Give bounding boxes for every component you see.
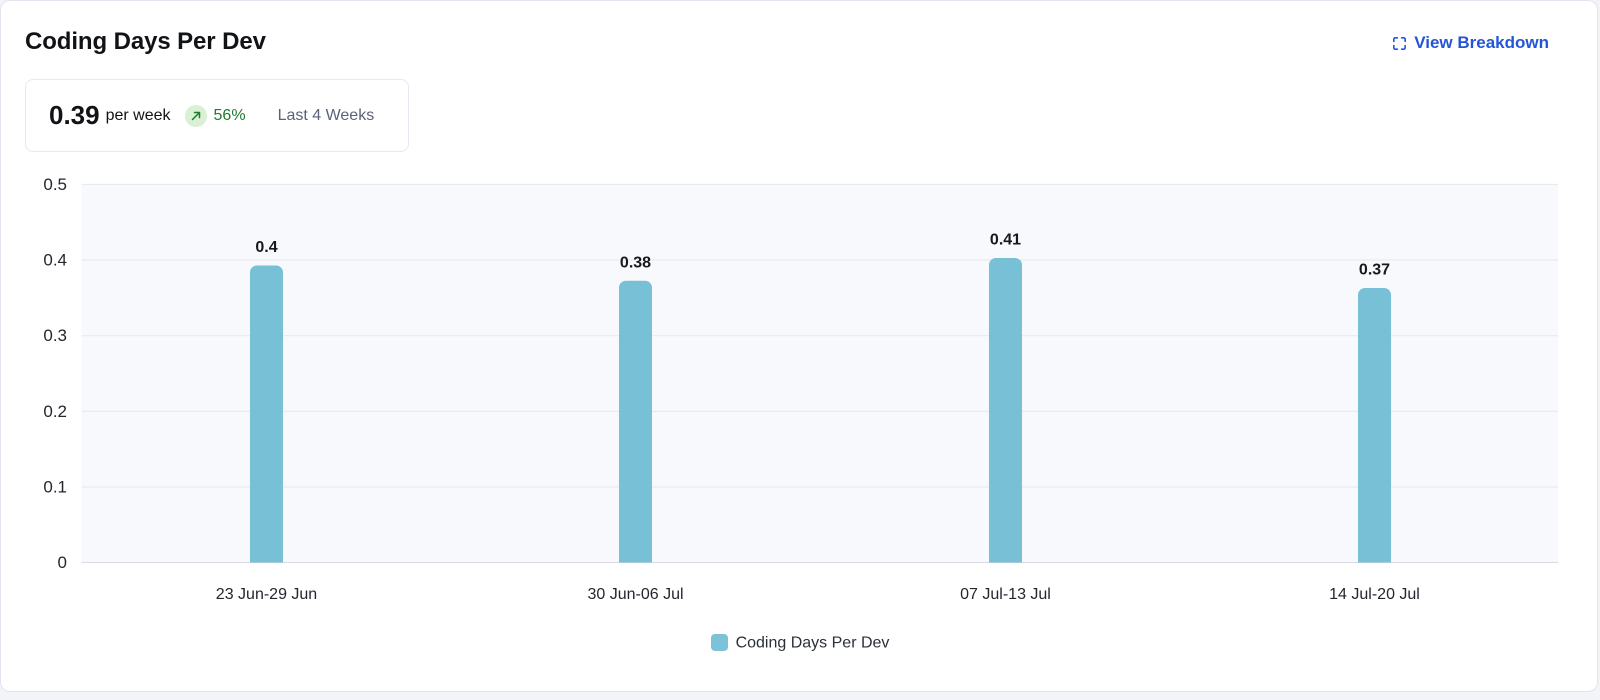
svg-text:0.41: 0.41 — [990, 232, 1021, 249]
svg-text:0.1: 0.1 — [43, 478, 67, 497]
svg-text:0.4: 0.4 — [255, 239, 277, 256]
svg-text:23 Jun-29 Jun: 23 Jun-29 Jun — [216, 586, 317, 603]
svg-text:07 Jul-13 Jul: 07 Jul-13 Jul — [960, 586, 1051, 603]
svg-text:14 Jul-20 Jul: 14 Jul-20 Jul — [1329, 586, 1420, 603]
svg-text:0.5: 0.5 — [43, 175, 67, 194]
svg-text:0.38: 0.38 — [620, 255, 651, 272]
svg-text:0.37: 0.37 — [1359, 262, 1390, 279]
svg-text:0.4: 0.4 — [43, 251, 67, 270]
svg-text:0.2: 0.2 — [43, 402, 67, 421]
svg-text:0: 0 — [58, 553, 67, 572]
svg-text:0.3: 0.3 — [43, 326, 67, 345]
svg-text:30 Jun-06 Jul: 30 Jun-06 Jul — [587, 586, 683, 603]
